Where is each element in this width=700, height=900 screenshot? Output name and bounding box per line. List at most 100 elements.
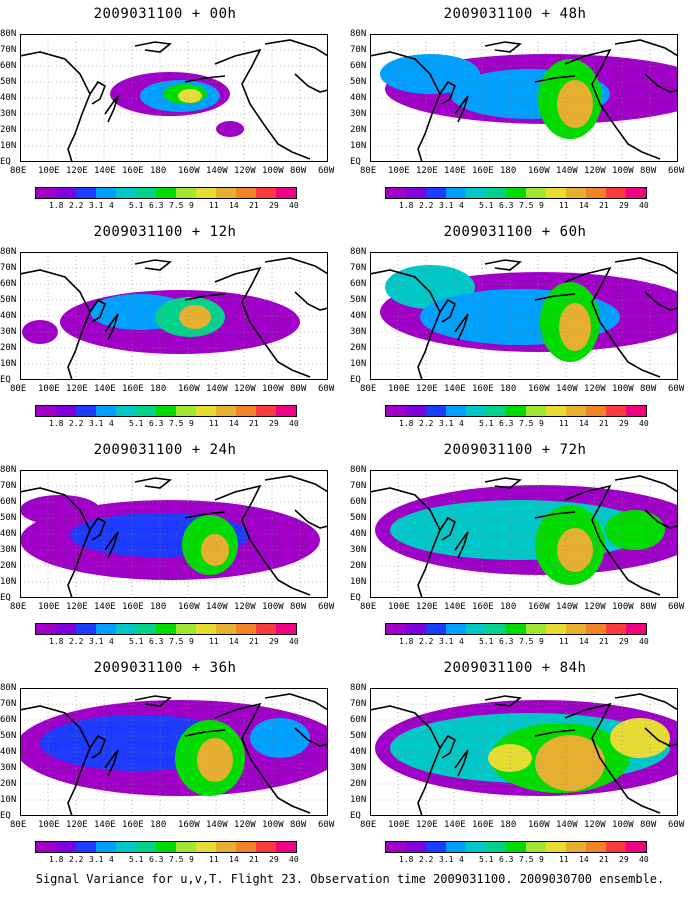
colorbar-label: 4 — [459, 201, 464, 210]
latitude-label: 30N — [0, 327, 17, 337]
panel-title: 2009031100 + 48h — [443, 6, 587, 22]
latitude-label: 30N — [0, 763, 17, 773]
longitude-label: 180 — [150, 820, 167, 830]
colorbar-label: 9 — [539, 637, 544, 646]
longitude-label: 80E — [10, 820, 27, 830]
latitude-label: 20N — [0, 125, 17, 135]
map-frame — [20, 470, 328, 598]
colorbar-swatch — [256, 188, 276, 198]
longitude-label: 140E — [94, 384, 116, 394]
colorbar-label: 7.5 — [169, 419, 184, 428]
variance-map — [20, 470, 328, 598]
coastline — [614, 257, 678, 275]
longitude-label: 100E — [388, 602, 410, 612]
colorbar-swatch — [216, 842, 236, 852]
longitude-label: 60W — [668, 384, 685, 394]
colorbar-swatch — [586, 624, 606, 634]
colorbar-label: 6.3 — [149, 419, 164, 428]
colorbar-label: 7.5 — [519, 419, 534, 428]
longitude-label: 160W — [528, 602, 550, 612]
latitude-label: 80N — [0, 247, 17, 257]
coastline — [184, 511, 226, 519]
colorbar-swatch — [136, 842, 156, 852]
longitude-label: 180 — [500, 820, 517, 830]
latitude-label: EQ — [0, 811, 11, 821]
colorbar-swatch — [446, 842, 466, 852]
longitude-label: 140E — [444, 820, 466, 830]
colorbar-label: 6.3 — [499, 201, 514, 210]
longitude-label: 80W — [290, 166, 307, 176]
colorbar-label: 3.1 — [89, 855, 104, 864]
colorbar-swatch — [196, 842, 216, 852]
coastline — [534, 511, 576, 519]
colorbar-swatch — [156, 188, 176, 198]
coastline — [454, 749, 469, 777]
colorbar-swatch — [256, 406, 276, 416]
colorbar-swatch — [176, 406, 196, 416]
colorbar-swatch — [426, 842, 446, 852]
colorbar-swatch — [76, 624, 96, 634]
coastline — [89, 734, 106, 759]
latitude-label: EQ — [350, 811, 361, 821]
latitude-label: 20N — [350, 125, 367, 135]
longitude-label: 80E — [360, 384, 377, 394]
colorbar-label: 11 — [559, 419, 569, 428]
colorbar-swatch — [256, 842, 276, 852]
coastline — [264, 475, 328, 493]
longitude-label: 140W — [206, 166, 228, 176]
colorbar-swatch — [446, 406, 466, 416]
coastline — [614, 475, 678, 493]
longitude-label: 120W — [234, 820, 256, 830]
latitude-label: 50N — [350, 77, 367, 87]
latitude-label: 80N — [350, 465, 367, 475]
colorbar-swatch — [406, 406, 426, 416]
variance-map — [20, 34, 328, 162]
latitude-label: 10N — [0, 577, 17, 587]
colorbar-label: 40 — [639, 419, 649, 428]
variance-contour — [557, 80, 593, 128]
variance-map — [370, 470, 678, 598]
colorbar-swatch — [116, 624, 136, 634]
longitude-label: 140E — [444, 384, 466, 394]
colorbar-label: 4 — [459, 855, 464, 864]
colorbar-label: 29 — [269, 637, 279, 646]
colorbar-swatch — [626, 188, 646, 198]
coastline — [184, 293, 226, 301]
longitude-label: 160E — [472, 820, 494, 830]
longitude-label: 60W — [318, 166, 335, 176]
coastline — [134, 259, 172, 271]
figure-caption: Signal Variance for u,v,T. Flight 23. Ob… — [35, 872, 665, 886]
latitude-label: 60N — [350, 715, 367, 725]
latitude-label: 80N — [0, 29, 17, 39]
longitude-label: 60W — [318, 384, 335, 394]
colorbar-label: 1.8 — [49, 855, 64, 864]
colorbar-swatch — [36, 842, 56, 852]
colorbar-swatch — [216, 406, 236, 416]
colorbar-label: 11 — [209, 637, 219, 646]
colorbar-swatch — [486, 842, 506, 852]
longitude-label: 100W — [262, 166, 284, 176]
longitude-label: 180 — [150, 166, 167, 176]
latitude-label: 40N — [0, 529, 17, 539]
latitude-label: 50N — [350, 731, 367, 741]
colorbar-label: 11 — [209, 419, 219, 428]
colorbar-swatch — [566, 406, 586, 416]
latitude-label: 20N — [0, 561, 17, 571]
colorbar-swatch — [236, 842, 256, 852]
map-frame — [370, 470, 678, 598]
latitude-label: 50N — [0, 513, 17, 523]
variance-map — [370, 34, 678, 162]
longitude-label: 120W — [584, 820, 606, 830]
variance-contour — [179, 305, 211, 329]
latitude-label: 30N — [0, 109, 17, 119]
forecast-panel: 2009031100 + 60h 80N 70N 60N 50N 40N 30N 20N 10N… — [350, 224, 690, 438]
colorbar-swatch — [386, 842, 406, 852]
colorbar-label: 40 — [289, 201, 299, 210]
coastline — [439, 516, 456, 541]
colorbar-label: 29 — [619, 201, 629, 210]
coastline — [294, 727, 328, 747]
coastline — [104, 749, 119, 777]
longitude-label: 160E — [122, 602, 144, 612]
latitude-label: 50N — [0, 295, 17, 305]
coastline — [454, 95, 469, 123]
